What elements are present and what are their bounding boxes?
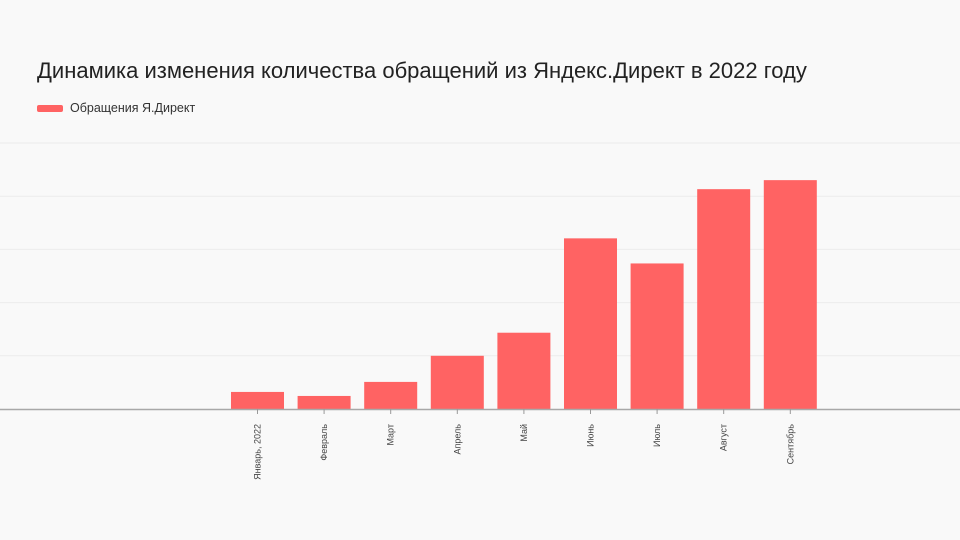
bar (297, 395, 351, 409)
x-tick-label: Июль (652, 424, 662, 447)
x-tick-label: Февраль (319, 424, 329, 461)
x-axis-ticks: Январь, 2022 Февраль Март Апрель Май Июнь Июль… (253, 409, 795, 480)
x-tick-label: Сентябрь (785, 424, 795, 465)
x-tick-label: Январь, 2022 (253, 424, 263, 480)
x-tick-label: Июнь (586, 424, 596, 447)
legend: Обращения Я.Директ (37, 101, 195, 115)
x-tick-label: Август (719, 424, 729, 451)
x-tick-label: Апрель (452, 424, 462, 455)
legend-label: Обращения Я.Директ (70, 101, 196, 115)
bar (697, 189, 751, 409)
bars (231, 180, 817, 409)
bar (364, 381, 418, 409)
bar (630, 263, 684, 409)
bar (497, 332, 551, 409)
bar (763, 180, 817, 409)
x-tick-label: Март (386, 424, 396, 446)
x-tick-label: Май (519, 424, 529, 442)
bar (430, 355, 484, 409)
legend-swatch (37, 104, 63, 112)
bar (564, 238, 617, 409)
bar (231, 391, 284, 409)
chart-title: Динамика изменения количества обращений … (37, 58, 807, 83)
